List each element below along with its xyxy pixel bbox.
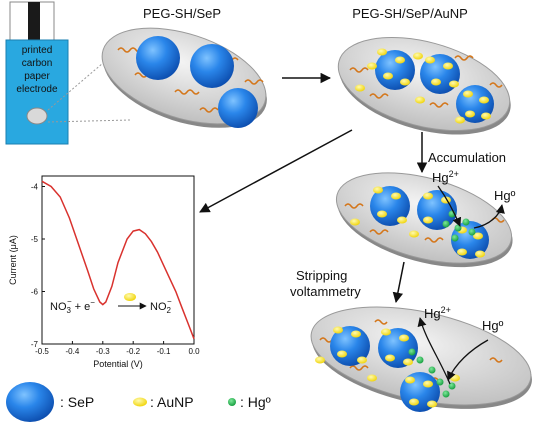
electrode-body xyxy=(5,39,69,145)
chart-frame xyxy=(41,175,195,345)
label-stripping-1: Stripping xyxy=(296,268,347,283)
legend-aunp-label: : AuNP xyxy=(150,394,194,410)
label-hg2-2: Hg2+ xyxy=(424,305,451,321)
aunp-group xyxy=(350,186,485,258)
title-peg-sh-sep-aunp: PEG-SH/SeP/AuNP xyxy=(352,6,468,21)
title-peg-sh-sep: PEG-SH/SeP xyxy=(143,6,221,21)
x-tick-label: -0.4 xyxy=(66,347,80,356)
zoom-line-bottom xyxy=(47,119,131,123)
arrow-hg0-reduce xyxy=(473,204,505,229)
y-tick-label: -7 xyxy=(31,340,39,349)
legend-hg-icon xyxy=(228,398,236,406)
legend-aunp-icon xyxy=(133,397,147,407)
y-tick-label: -6 xyxy=(31,288,39,297)
sep-particle xyxy=(218,88,258,128)
hg-group xyxy=(408,348,456,398)
reaction-equation: NO3− + e− xyxy=(50,297,95,315)
reaction-product: NO2− xyxy=(150,297,172,315)
voltammogram-line xyxy=(41,180,195,340)
reaction-aunp-icon xyxy=(124,293,136,301)
disk-peg-sh-sep-aunp xyxy=(337,36,511,135)
chart-ylabel: Current (μA) xyxy=(8,235,18,285)
aunp-group xyxy=(315,326,460,408)
legend-sep-icon xyxy=(6,382,54,422)
label-hg0-2: Hgº xyxy=(482,318,504,333)
legend-hg-label: : Hgº xyxy=(240,394,271,410)
chart-xlabel: Potential (V) xyxy=(93,359,143,369)
x-tick-label: -0.3 xyxy=(96,347,110,356)
aunp-group xyxy=(355,48,491,124)
label-stripping-2: voltammetry xyxy=(290,284,361,299)
arrow-hg0-in xyxy=(447,339,489,381)
chart-ticks: -0.5 -0.4 -0.3 -0.2 -0.1 0.0 -4 -5 -6 -7 xyxy=(31,183,200,357)
x-tick-label: -0.5 xyxy=(35,347,49,356)
sep-particle xyxy=(136,36,180,80)
electrode-label-4: electrode xyxy=(16,84,58,95)
arrow-hg2-in xyxy=(437,185,462,227)
electrode: printed carbon paper electrode xyxy=(5,1,69,145)
sep-particle xyxy=(190,44,234,88)
label-hg0-1: Hgº xyxy=(494,188,516,203)
disk-accumulation xyxy=(335,172,513,268)
legend: : SeP : AuNP : Hgº xyxy=(6,382,271,422)
label-accumulation: Accumulation xyxy=(428,150,506,165)
working-electrode xyxy=(26,107,48,125)
electrode-label-2: carbon xyxy=(22,58,53,69)
x-tick-label: -0.1 xyxy=(157,347,171,356)
disk-peg-sh-sep xyxy=(101,27,267,128)
label-hg2-1: Hg2+ xyxy=(432,169,459,185)
arrow-hg2-out xyxy=(417,317,451,385)
x-tick-label: -0.2 xyxy=(126,347,140,356)
legend-sep-label: : SeP xyxy=(60,394,94,410)
arrow-stripping xyxy=(392,261,405,304)
arrow-to-chart xyxy=(199,129,353,213)
electrode-lead xyxy=(28,2,40,40)
hg-group xyxy=(442,210,476,242)
peg-chains xyxy=(349,55,503,108)
x-tick-label: 0.0 xyxy=(188,347,200,356)
peg-chains xyxy=(344,203,505,243)
disk-stripping xyxy=(310,306,532,412)
electrode-label-1: printed xyxy=(22,45,53,56)
voltammogram-chart: -0.5 -0.4 -0.3 -0.2 -0.1 0.0 -4 -5 -6 -7 Potentia… xyxy=(8,175,200,369)
y-tick-label: -4 xyxy=(31,183,39,192)
y-tick-label: -5 xyxy=(31,235,39,244)
electrode-label-3: paper xyxy=(24,71,50,82)
